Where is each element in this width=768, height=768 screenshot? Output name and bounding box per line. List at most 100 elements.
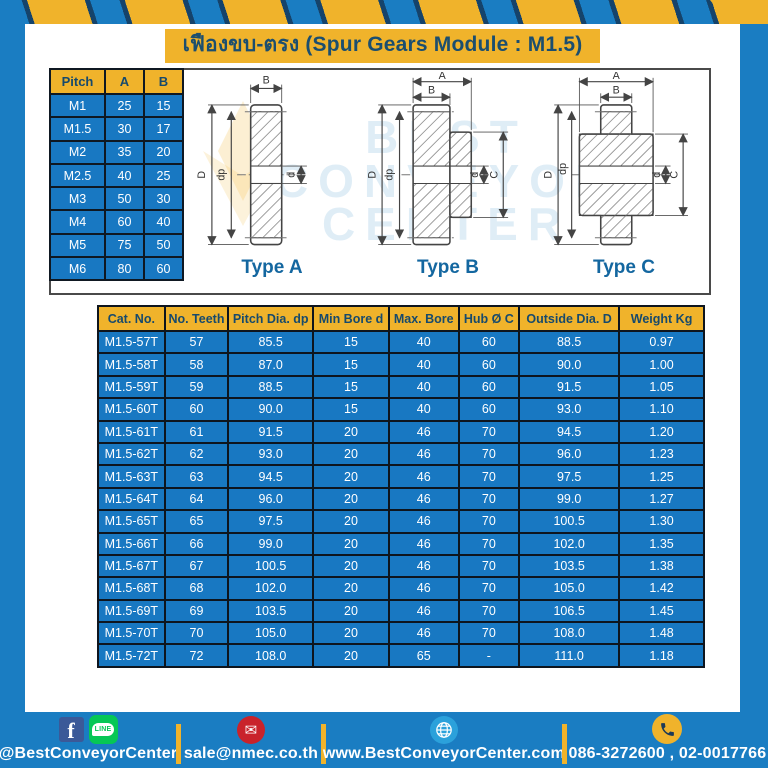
table-cell: 70 bbox=[457, 531, 521, 556]
dim-label-bore: d bbox=[469, 172, 481, 178]
table-cell: 1.27 bbox=[618, 486, 705, 512]
table-row: M1.5-66T 66 99.0 20 46 70 102.0 1.35 bbox=[97, 531, 705, 556]
table-cell: 90.0 bbox=[518, 352, 621, 377]
table-cell: 40 bbox=[387, 374, 460, 400]
table-cell: M1.5-63T bbox=[97, 464, 166, 489]
table-row: M6 80 60 bbox=[49, 256, 184, 282]
footer-divider bbox=[561, 724, 567, 764]
footer-divider bbox=[320, 724, 326, 764]
table-row: M1.5-65T 65 97.5 20 46 70 100.5 1.30 bbox=[97, 509, 705, 534]
facebook-icon[interactable]: f bbox=[58, 717, 84, 742]
dim-label-hub: C bbox=[668, 171, 680, 179]
footer-divider bbox=[176, 724, 181, 764]
dim-label-dp: dp bbox=[557, 163, 569, 175]
table-cell: 40 bbox=[387, 352, 460, 377]
table-cell: 46 bbox=[387, 419, 460, 444]
footer-website-section[interactable]: www.BestConveyorCenter.com bbox=[322, 712, 565, 768]
table-cell: 1.00 bbox=[618, 352, 705, 377]
column-header: Max. Bore bbox=[387, 305, 460, 332]
table-cell: 15 bbox=[312, 352, 390, 377]
table-cell: 61 bbox=[163, 419, 230, 444]
table-cell: 103.5 bbox=[227, 598, 315, 624]
email-address[interactable]: sale@nmec.co.th bbox=[183, 745, 319, 762]
table-cell: 20 bbox=[143, 139, 184, 165]
table-row: M1 25 15 bbox=[49, 92, 184, 119]
table-cell: 94.5 bbox=[227, 464, 315, 489]
table-cell: 60 bbox=[163, 397, 230, 422]
table-cell: 97.5 bbox=[518, 464, 621, 489]
table-cell: 20 bbox=[312, 531, 390, 556]
table-cell: 1.10 bbox=[618, 397, 705, 422]
table-cell: 70 bbox=[163, 621, 230, 646]
table-cell: M1.5-68T bbox=[97, 576, 166, 601]
table-cell: 70 bbox=[457, 509, 521, 534]
social-handle[interactable]: @BestConveyorCenter bbox=[0, 745, 178, 762]
hazard-stripe-band bbox=[0, 0, 768, 24]
column-header: Min Bore d bbox=[312, 305, 390, 332]
table-cell: M1.5-72T bbox=[97, 643, 166, 668]
table-cell: M1.5-67T bbox=[97, 553, 166, 579]
table-cell: M1.5-64T bbox=[97, 486, 166, 512]
table-row: M1.5-64T 64 96.0 20 46 70 99.0 1.27 bbox=[97, 486, 705, 512]
table-cell: 1.23 bbox=[618, 441, 705, 467]
dim-label-hub: C bbox=[488, 171, 500, 179]
table-cell: 25 bbox=[143, 162, 184, 189]
table-cell: 88.5 bbox=[518, 329, 621, 355]
dim-label-bore: d bbox=[285, 172, 297, 178]
gear-drawing-type-b: A B D dp d C bbox=[366, 72, 509, 246]
table-cell: 15 bbox=[312, 374, 390, 400]
table-cell: 46 bbox=[387, 553, 460, 579]
table-cell: 65 bbox=[163, 509, 230, 534]
table-cell: 60 bbox=[457, 329, 521, 355]
footer-social-icons: f LINE bbox=[58, 715, 118, 744]
table-cell: 30 bbox=[104, 116, 145, 142]
column-header: Hub Ø C bbox=[457, 305, 521, 332]
table-cell: 97.5 bbox=[227, 509, 315, 534]
dim-label-a: A bbox=[439, 72, 447, 82]
table-cell: 30 bbox=[143, 186, 184, 212]
footer-phone-section[interactable]: 086-3272600 , 02-0017766 bbox=[567, 712, 768, 768]
table-row: M1.5-62T 62 93.0 20 46 70 96.0 1.23 bbox=[97, 441, 705, 467]
table-cell: 15 bbox=[312, 397, 390, 422]
table-row: M1.5-57T 57 85.5 15 40 60 88.5 0.97 bbox=[97, 329, 705, 355]
table-cell: 72 bbox=[163, 643, 230, 668]
line-app-icon[interactable]: LINE bbox=[88, 715, 118, 744]
table-cell: 91.5 bbox=[227, 419, 315, 444]
table-cell: 46 bbox=[387, 509, 460, 534]
table-cell: 50 bbox=[143, 232, 184, 259]
figure-label-type-a: Type A bbox=[241, 257, 303, 278]
table-cell: 58 bbox=[163, 352, 230, 377]
footer-social-section[interactable]: f LINE @BestConveyorCenter bbox=[0, 712, 178, 768]
table-cell: 91.5 bbox=[518, 374, 621, 400]
table-cell: 57 bbox=[163, 329, 230, 355]
table-cell: 62 bbox=[163, 441, 230, 467]
table-row: M2.5 40 25 bbox=[49, 162, 184, 189]
table-cell: M1.5-70T bbox=[97, 621, 166, 646]
table-cell: 46 bbox=[387, 464, 460, 489]
email-icon[interactable]: ✉ bbox=[236, 716, 265, 744]
table-cell: 63 bbox=[163, 464, 230, 489]
table-cell: 102.0 bbox=[227, 576, 315, 601]
table-cell: 20 bbox=[312, 441, 390, 467]
table-cell: 25 bbox=[104, 92, 145, 119]
table-row: M5 75 50 bbox=[49, 232, 184, 259]
table-cell: 40 bbox=[143, 209, 184, 235]
table-cell: 1.20 bbox=[618, 419, 705, 444]
table-cell: M1.5-66T bbox=[97, 531, 166, 556]
website-url[interactable]: www.BestConveyorCenter.com bbox=[322, 745, 565, 762]
table-cell: 60 bbox=[457, 397, 521, 422]
table-cell: 15 bbox=[312, 329, 390, 355]
globe-icon[interactable] bbox=[429, 716, 458, 744]
table-row: M2 35 20 bbox=[49, 139, 184, 165]
table-cell: 40 bbox=[387, 397, 460, 422]
table-cell: M1.5-58T bbox=[97, 352, 166, 377]
table-row: M1.5-60T 60 90.0 15 40 60 93.0 1.10 bbox=[97, 397, 705, 422]
table-cell: 60 bbox=[143, 256, 184, 282]
footer-email-section[interactable]: ✉ sale@nmec.co.th bbox=[181, 712, 321, 768]
phone-icon[interactable] bbox=[652, 714, 683, 744]
table-row: M4 60 40 bbox=[49, 209, 184, 235]
phone-numbers[interactable]: 086-3272600 , 02-0017766 bbox=[568, 745, 767, 762]
table-cell: 70 bbox=[457, 553, 521, 579]
figure-label-type-b: Type B bbox=[417, 257, 479, 278]
table-row: M1.5-67T 67 100.5 20 46 70 103.5 1.38 bbox=[97, 553, 705, 579]
